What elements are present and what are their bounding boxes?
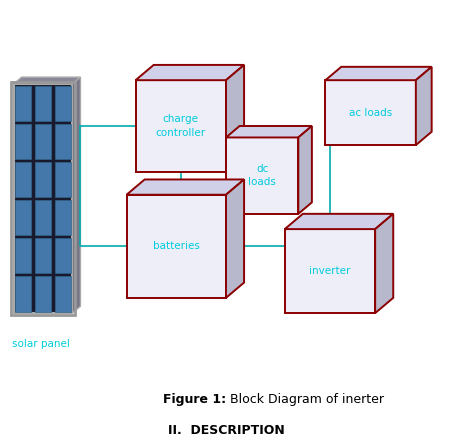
Bar: [14, 84, 72, 313]
Bar: [135, 80, 226, 172]
Bar: [35, 124, 51, 159]
Bar: [35, 86, 51, 121]
Text: II.  DESCRIPTION: II. DESCRIPTION: [167, 424, 284, 437]
Bar: [35, 238, 51, 274]
Text: Block Diagram of inerter: Block Diagram of inerter: [226, 393, 383, 406]
Bar: [55, 162, 70, 197]
Polygon shape: [374, 214, 392, 313]
Polygon shape: [325, 67, 431, 80]
Text: charge
controller: charge controller: [156, 115, 205, 138]
Bar: [55, 238, 70, 274]
Polygon shape: [72, 77, 80, 313]
Text: batteries: batteries: [152, 241, 199, 251]
Polygon shape: [226, 179, 244, 298]
Text: ac loads: ac loads: [348, 107, 391, 118]
Bar: [55, 124, 70, 159]
Bar: [35, 200, 51, 235]
Bar: [15, 124, 31, 159]
Bar: [11, 82, 74, 315]
Bar: [55, 200, 70, 235]
Bar: [284, 229, 374, 313]
Bar: [35, 162, 51, 197]
Text: dc
loads: dc loads: [248, 164, 276, 187]
Text: solar panel: solar panel: [12, 339, 69, 349]
Bar: [15, 86, 31, 121]
Text: Figure 1:: Figure 1:: [162, 393, 226, 406]
Polygon shape: [415, 67, 431, 145]
Bar: [226, 138, 298, 214]
Bar: [15, 162, 31, 197]
Polygon shape: [226, 65, 244, 172]
Bar: [15, 277, 31, 312]
Polygon shape: [14, 77, 80, 84]
Bar: [325, 80, 415, 145]
Polygon shape: [126, 179, 244, 195]
Polygon shape: [135, 65, 244, 80]
Bar: [55, 86, 70, 121]
Bar: [55, 277, 70, 312]
Bar: [35, 277, 51, 312]
Polygon shape: [298, 126, 311, 214]
Bar: [126, 195, 226, 298]
Bar: [15, 200, 31, 235]
Text: inverter: inverter: [308, 266, 350, 276]
Polygon shape: [284, 214, 392, 229]
Polygon shape: [226, 126, 311, 138]
Bar: [15, 238, 31, 274]
